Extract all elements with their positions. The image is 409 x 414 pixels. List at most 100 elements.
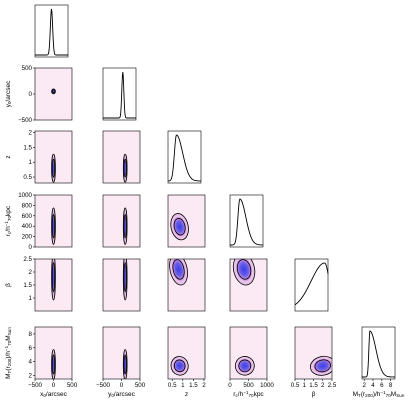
joint-panel-MT-z bbox=[167, 326, 206, 380]
xtick-label-MT-3: 8 bbox=[389, 382, 393, 389]
marginal-curve-z bbox=[167, 134, 202, 182]
contour-95-MT-z bbox=[170, 356, 189, 376]
contour-68-beta-y0 bbox=[123, 262, 127, 292]
density-MT-z bbox=[170, 356, 189, 376]
contour-68-MT-x0 bbox=[51, 354, 56, 375]
contour-68-beta-rc bbox=[236, 259, 252, 280]
xtick-label-y0-1: 0 bbox=[120, 382, 124, 389]
density-rc-y0 bbox=[122, 207, 128, 245]
ytick-label-rc-2: 400 bbox=[22, 223, 33, 230]
contour-95-z-x0 bbox=[51, 153, 56, 183]
contour-68-MT-y0 bbox=[123, 354, 127, 375]
marginal-curve-MT bbox=[362, 330, 395, 378]
contour-68-beta-z bbox=[172, 259, 185, 280]
density-z-x0 bbox=[51, 153, 56, 183]
xlabel-rc: rc/h−170kpc bbox=[233, 390, 264, 398]
ytick-label-rc-3: 600 bbox=[22, 213, 33, 220]
ytick-label-beta-0: 1 bbox=[29, 295, 33, 302]
contour-68-rc-z bbox=[173, 218, 186, 236]
contour-95-beta-x0 bbox=[51, 259, 56, 301]
density-rc-x0 bbox=[51, 207, 56, 245]
contour-95-MT-y0 bbox=[122, 349, 128, 379]
contour-68-MT-z bbox=[173, 359, 186, 373]
density-MT-beta bbox=[309, 355, 332, 376]
ytick-label-MT-2: 6 bbox=[29, 345, 33, 352]
ytick-label-z-3: 2 bbox=[29, 129, 33, 136]
marginal-curve-beta bbox=[294, 262, 329, 306]
ytick-label-z-1: 1 bbox=[29, 159, 33, 166]
contour-95-rc-z bbox=[170, 213, 189, 241]
xtick-label-y0-0: −500 bbox=[96, 382, 110, 389]
xtick-label-z-1: 1 bbox=[181, 382, 185, 389]
ytick-label-y0-1: 0 bbox=[29, 91, 33, 98]
ytick-label-rc-0: 0 bbox=[29, 244, 33, 251]
contour-95-y0-x0 bbox=[51, 88, 56, 95]
density-MT-rc bbox=[234, 356, 255, 376]
ylabel-MT: MT(r200)/h−170MSun bbox=[4, 327, 12, 379]
density-rc-z bbox=[170, 213, 189, 241]
ytick-label-beta-3: 2.5 bbox=[23, 256, 32, 263]
ytick-label-rc-4: 800 bbox=[22, 202, 33, 209]
ylabel-rc: rc/h−170kpc bbox=[4, 205, 12, 236]
density-z-y0 bbox=[122, 153, 128, 183]
xtick-label-z-2: 1.5 bbox=[189, 382, 198, 389]
xtick-label-MT-1: 4 bbox=[371, 382, 375, 389]
marginal-panel-z bbox=[167, 130, 202, 184]
contour-68-MT-beta bbox=[314, 359, 331, 373]
contour-95-rc-y0 bbox=[122, 207, 128, 245]
xlabel-x0: x0/arcsec bbox=[40, 391, 68, 398]
contour-95-MT-rc bbox=[234, 356, 255, 376]
joint-panel-MT-y0 bbox=[102, 326, 141, 380]
ytick-label-z-2: 1.5 bbox=[23, 144, 32, 151]
contour-68-z-y0 bbox=[123, 158, 127, 178]
ytick-label-z-0: 0.5 bbox=[23, 174, 32, 181]
density-beta-x0 bbox=[51, 259, 56, 301]
ytick-label-rc-1: 200 bbox=[22, 234, 33, 241]
ytick-label-MT-3: 8 bbox=[29, 331, 33, 338]
xlabel-z: z bbox=[185, 391, 188, 398]
contour-68-z-x0 bbox=[51, 158, 56, 178]
ytick-label-y0-2: 500 bbox=[22, 65, 33, 72]
ytick-label-rc-5: 1000 bbox=[18, 192, 32, 199]
density-MT-x0 bbox=[51, 349, 56, 379]
xtick-label-rc-0: 0 bbox=[228, 382, 232, 389]
xtick-label-beta-4: 2.5 bbox=[328, 382, 337, 389]
density-beta-y0 bbox=[122, 259, 128, 301]
ytick-label-beta-1: 1.5 bbox=[23, 282, 32, 289]
joint-panel-beta-y0 bbox=[102, 258, 141, 312]
contour-95-rc-x0 bbox=[51, 207, 56, 245]
density-y0-x0 bbox=[51, 88, 56, 95]
marginal-panel-y0 bbox=[102, 67, 137, 121]
contour-68-beta-x0 bbox=[51, 262, 56, 292]
density-beta-z bbox=[169, 259, 188, 286]
marginal-curve-rc bbox=[230, 198, 264, 246]
xtick-label-x0-1: 0 bbox=[52, 382, 56, 389]
contour-68-rc-y0 bbox=[123, 214, 127, 239]
xtick-label-MT-2: 6 bbox=[380, 382, 384, 389]
xtick-label-beta-1: 1 bbox=[303, 382, 307, 389]
marginal-panel-x0 bbox=[34, 4, 69, 58]
ylabel-z: z bbox=[5, 155, 12, 158]
contour-68-rc-x0 bbox=[51, 214, 56, 239]
contour-95-z-y0 bbox=[122, 153, 128, 183]
xtick-label-beta-0: 0.5 bbox=[291, 382, 300, 389]
contour-95-beta-z bbox=[169, 259, 188, 286]
joint-panel-z-y0 bbox=[102, 130, 141, 184]
ytick-label-MT-1: 4 bbox=[29, 359, 33, 366]
contour-68-y0-x0 bbox=[51, 89, 56, 94]
xtick-label-z-3: 2 bbox=[202, 382, 206, 389]
joint-panel-rc-y0 bbox=[102, 194, 141, 248]
xtick-label-rc-2: 1000 bbox=[260, 382, 274, 389]
marginal-panel-beta bbox=[294, 258, 329, 312]
contour-95-MT-x0 bbox=[51, 349, 56, 379]
xtick-label-beta-3: 2 bbox=[321, 382, 325, 389]
xtick-label-x0-0: −500 bbox=[28, 382, 42, 389]
marginal-curve-x0 bbox=[35, 8, 68, 56]
marginal-curve-y0 bbox=[103, 71, 136, 119]
marginal-panel-MT bbox=[361, 326, 396, 380]
xlabel-beta: β bbox=[312, 391, 316, 398]
ytick-label-y0-0: −500 bbox=[18, 117, 32, 124]
ylabel-y0: y0/arcsec bbox=[5, 80, 12, 108]
